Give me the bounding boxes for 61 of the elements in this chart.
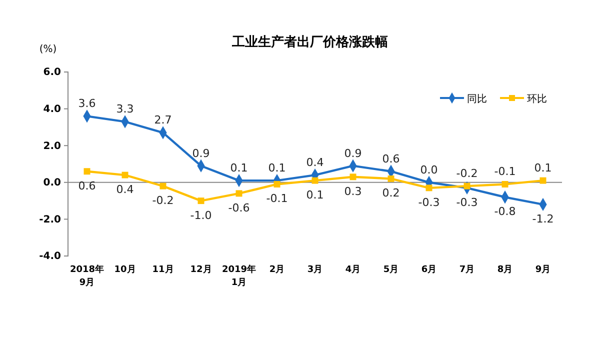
point — [540, 177, 546, 184]
x-tick-label: 6月 — [421, 264, 437, 275]
legend-label: 同比 — [467, 93, 487, 105]
x-tick-label: 4月 — [345, 264, 361, 275]
data-label: -0.6 — [228, 201, 250, 214]
x-tick-label: 2018年 9月 — [70, 264, 104, 288]
data-label: 3.6 — [78, 97, 96, 110]
x-tick-label: 2月 — [269, 264, 285, 275]
data-label: -0.1 — [266, 192, 288, 206]
data-label: 0.3 — [344, 184, 362, 198]
data-label: 0.9 — [344, 146, 362, 160]
x-tick-label: 3月 — [307, 264, 323, 275]
y-tick-label: -4.0 — [39, 251, 62, 262]
data-label: -0.8 — [494, 205, 516, 218]
data-label: 0.1 — [306, 188, 324, 202]
data-label: -0.1 — [494, 165, 516, 178]
point — [502, 181, 508, 188]
data-label: 0.1 — [534, 162, 552, 175]
y-tick-label: 2.0 — [43, 140, 62, 152]
point — [198, 198, 204, 204]
x-tick-label: 8月 — [497, 264, 513, 275]
y-tick-label: -2.0 — [39, 214, 62, 226]
data-label: 0.1 — [230, 162, 248, 175]
data-label: 0.6 — [382, 152, 400, 166]
point — [84, 168, 90, 175]
data-label: 0.4 — [306, 156, 324, 170]
data-label: 0.2 — [382, 186, 400, 200]
x-tick-label: 10月 — [114, 264, 136, 275]
data-label: 0.9 — [192, 146, 210, 160]
point — [388, 175, 394, 182]
data-label: -0.3 — [418, 196, 440, 209]
point — [122, 172, 128, 178]
point — [274, 181, 280, 188]
data-label: -1.0 — [190, 208, 212, 222]
point — [160, 182, 166, 190]
data-label: -0.2 — [152, 194, 174, 208]
x-tick-label: 5月 — [383, 264, 399, 275]
y-tick-label: 0.0 — [43, 178, 62, 189]
x-tick-label: 2019年 1月 — [222, 264, 256, 288]
legend-label: 环比 — [527, 93, 547, 105]
data-label: 0.6 — [78, 179, 96, 192]
point — [236, 190, 242, 197]
y-axis-title: (%) — [39, 44, 57, 55]
x-tick-label: 9月 — [535, 264, 551, 275]
y-tick-label: 6.0 — [43, 67, 62, 78]
x-tick-label: 7月 — [459, 264, 475, 275]
point — [350, 174, 356, 180]
data-label: 2.7 — [154, 114, 172, 127]
point — [426, 184, 432, 192]
data-label: -0.2 — [456, 167, 478, 180]
data-label: -0.3 — [456, 196, 478, 209]
x-tick-label: 11月 — [152, 264, 174, 275]
data-label: 0.4 — [116, 183, 134, 196]
x-tick-label: 12月 — [190, 264, 212, 275]
chart-title: 工业生产者出厂价格涨跌幅 — [231, 34, 388, 50]
data-label: 0.1 — [268, 162, 286, 175]
data-label: -1.2 — [532, 212, 554, 226]
point — [312, 177, 318, 184]
y-tick-label: 4.0 — [43, 104, 62, 115]
data-label: 3.3 — [116, 102, 134, 116]
data-label: 0.0 — [420, 163, 438, 176]
